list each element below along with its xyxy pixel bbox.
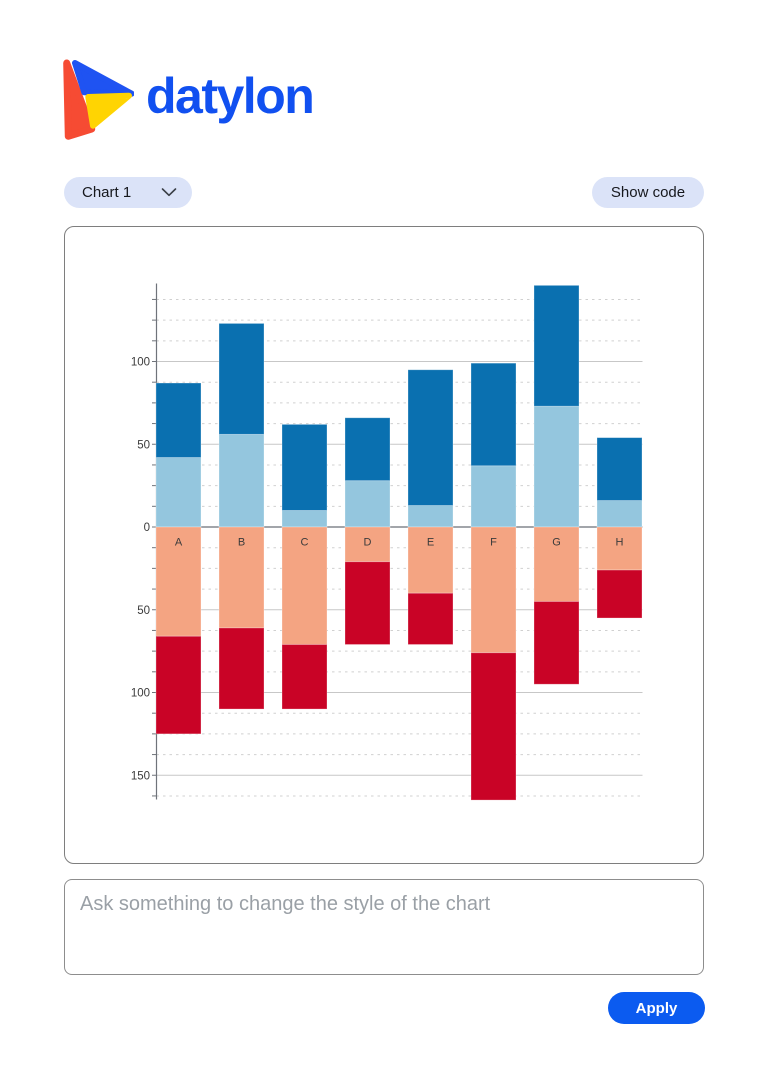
category-label: H [616, 537, 624, 549]
category-label: F [490, 537, 497, 549]
bar-segment-negative-inner-salmon [407, 526, 454, 594]
bar-segment-positive-outer-dark-blue [344, 417, 391, 482]
apply-label: Apply [635, 999, 678, 1017]
y-tick-label: 0 [144, 522, 150, 534]
diverging-stacked-bar-chart: 100 50 0 50 100 150 A B C D E F G H [131, 283, 643, 801]
bar-segment-positive-inner-light-blue [407, 505, 454, 528]
bar-segment-negative-outer-red [407, 592, 454, 645]
bar-segment-positive-inner-light-blue [533, 405, 580, 528]
show-code-button[interactable]: Show code [592, 177, 704, 208]
chart-card: 100 50 0 50 100 150 A B C D E F G H [64, 226, 704, 864]
category-label: C [301, 537, 309, 549]
bar-segment-negative-outer-red [218, 627, 265, 710]
y-tick-label: 50 [137, 605, 150, 617]
bar-segment-positive-outer-dark-blue [596, 437, 643, 501]
category-label: A [175, 537, 183, 549]
bar-segment-positive-inner-light-blue [155, 457, 202, 528]
bar-segment-negative-inner-salmon [281, 526, 328, 645]
bar-segment-positive-outer-dark-blue [155, 382, 202, 458]
y-tick-label: 150 [131, 770, 150, 782]
bar-segment-negative-outer-red [470, 652, 517, 801]
bar-segment-positive-inner-light-blue [470, 465, 517, 528]
bar-segment-positive-inner-light-blue [218, 433, 265, 528]
bar-segment-negative-outer-red [533, 601, 580, 685]
datylon-logo-icon [63, 59, 134, 140]
chevron-down-icon [161, 188, 177, 197]
apply-button[interactable]: Apply [608, 992, 705, 1024]
datylon-logo: datylon [58, 58, 315, 140]
bar-segment-negative-outer-red [281, 644, 328, 710]
chart-selector-dropdown[interactable]: Chart 1 [64, 177, 192, 208]
bar-segment-negative-inner-salmon [533, 526, 580, 602]
bar-segment-positive-outer-dark-blue [533, 284, 580, 407]
category-label: B [238, 537, 245, 549]
bar-segment-negative-outer-red [155, 635, 202, 735]
category-label: G [552, 537, 561, 549]
bar-segment-positive-outer-dark-blue [218, 323, 265, 435]
category-label: D [364, 537, 372, 549]
bar-segment-negative-inner-salmon [470, 526, 517, 654]
y-tick-label: 100 [131, 688, 150, 700]
show-code-label: Show code [610, 184, 686, 201]
bar-segment-positive-outer-dark-blue [407, 369, 454, 506]
chart-style-prompt-input[interactable] [64, 879, 704, 975]
chart-selector-label: Chart 1 [82, 184, 132, 201]
datylon-wordmark: datylon [146, 68, 315, 124]
bar-segment-positive-inner-light-blue [344, 480, 391, 528]
bar-segment-positive-outer-dark-blue [470, 362, 517, 467]
y-tick-label: 50 [137, 439, 150, 451]
bar-segment-positive-inner-light-blue [281, 510, 328, 528]
y-tick-label: 100 [131, 357, 150, 369]
bar-segment-negative-outer-red [344, 561, 391, 645]
category-label: E [427, 537, 434, 549]
bar-segment-positive-outer-dark-blue [281, 423, 328, 511]
bar-segment-negative-inner-salmon [596, 526, 643, 571]
bar-segment-negative-inner-salmon [218, 526, 265, 629]
bar-segment-negative-inner-salmon [155, 526, 202, 637]
bar-segment-positive-inner-light-blue [596, 500, 643, 528]
bar-segment-negative-outer-red [596, 569, 643, 619]
